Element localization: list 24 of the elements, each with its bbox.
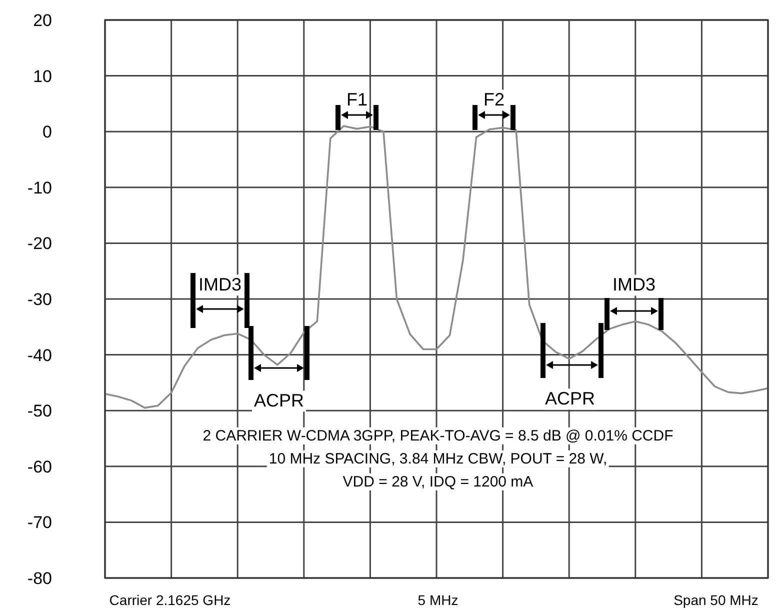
y-tick-label: -10 <box>27 178 52 198</box>
text: 5 MHz <box>416 592 460 608</box>
text: Carrier 2.1625 GHz <box>108 592 232 608</box>
line-series <box>104 125 769 409</box>
annotation: 10 MHz SPACING, 3.84 MHz CBW, POUT = 28 W, <box>266 450 610 468</box>
y-tick-label: -30 <box>27 290 52 310</box>
y-tick-label: 0 <box>42 122 52 142</box>
y-tick-label: -60 <box>27 457 52 476</box>
y-tick-label: -80 <box>27 569 52 588</box>
y-tick-label: -50 <box>27 402 52 421</box>
annotation: IMD3 <box>196 274 244 296</box>
y-tick-label: 10 <box>33 66 52 86</box>
y-tick-label: -70 <box>27 513 52 532</box>
y-tick-label: -40 <box>27 346 52 365</box>
annotation: F2 <box>481 90 507 110</box>
text: Span 50 MHz <box>672 592 760 608</box>
y-tick-label: -20 <box>27 234 52 254</box>
annotation: IMD3 <box>610 274 658 296</box>
annotation: F1 <box>344 90 370 110</box>
y-tick-label: 20 <box>33 11 52 30</box>
annotation: VDD = 28 V, IDQ = 1200 mA <box>340 473 536 491</box>
annotation: ACPR <box>542 388 598 410</box>
annotation: ACPR <box>252 390 306 412</box>
annotation: 2 CARRIER W-CDMA 3GPP, PEAK-TO-AVG = 8.5 dB @ 0.01% CCDF <box>200 427 676 445</box>
